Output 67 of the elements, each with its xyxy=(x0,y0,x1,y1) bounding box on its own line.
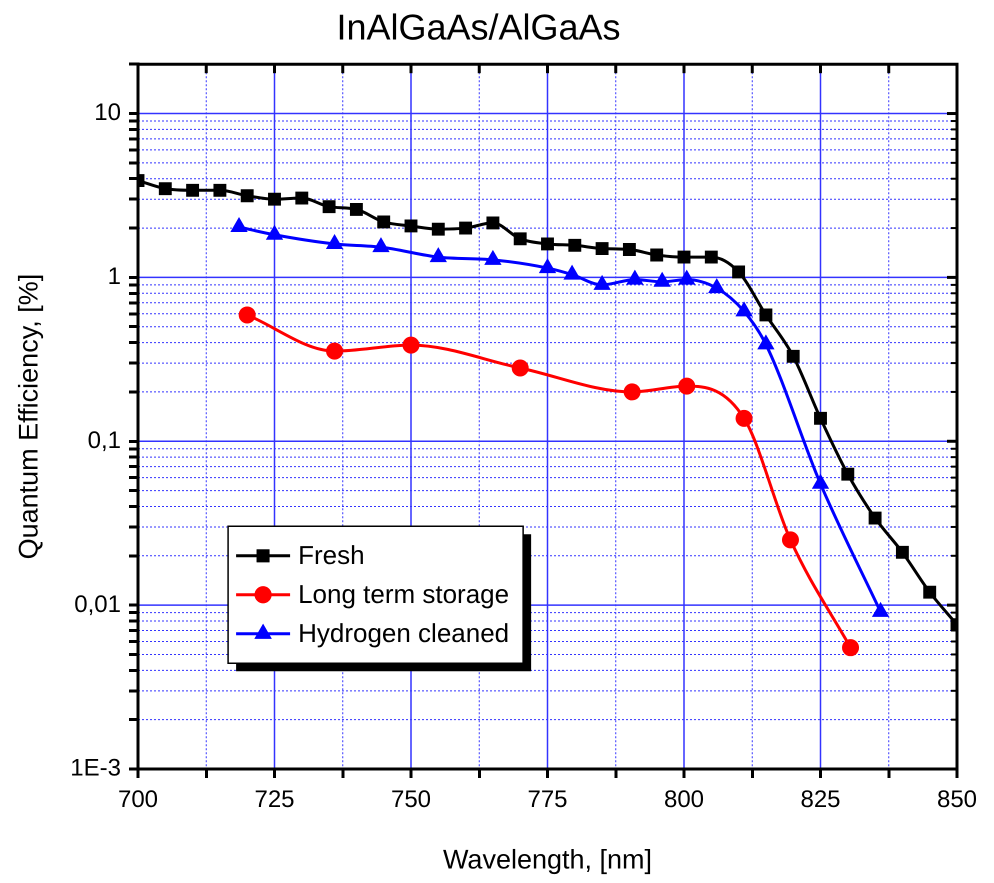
point xyxy=(704,250,718,264)
point xyxy=(568,238,582,252)
x-tick-label: 700 xyxy=(118,786,158,814)
legend-label: Fresh xyxy=(298,540,365,570)
x-tick-label: 750 xyxy=(390,786,432,814)
point xyxy=(486,216,500,230)
y-tick-label: 10 xyxy=(94,99,121,126)
point xyxy=(868,512,882,524)
x-tick-label: 850 xyxy=(936,786,978,814)
point xyxy=(650,248,664,262)
point xyxy=(627,271,642,285)
x-tick-label: 775 xyxy=(527,786,568,814)
point xyxy=(654,273,670,287)
point xyxy=(186,184,200,197)
point xyxy=(377,215,390,228)
x-tick-label: 825 xyxy=(800,786,841,814)
y-axis-title: Quantum Efficiency, [%] xyxy=(14,274,44,560)
x-tick-label: 800 xyxy=(664,786,704,814)
point xyxy=(238,306,256,324)
legend-label: Long term storage xyxy=(298,578,510,609)
y-tick-label: 0,01 xyxy=(74,590,121,618)
point xyxy=(430,248,446,262)
point xyxy=(350,202,363,216)
point xyxy=(402,336,420,354)
point xyxy=(814,412,827,425)
point xyxy=(266,226,282,240)
point xyxy=(841,468,854,481)
x-axis-title: Wavelength, [nm] xyxy=(442,844,652,874)
point xyxy=(485,251,500,265)
point xyxy=(540,260,556,274)
point xyxy=(512,359,529,376)
point xyxy=(514,232,527,246)
point xyxy=(596,242,609,255)
point xyxy=(709,280,724,294)
point xyxy=(459,222,472,235)
point xyxy=(295,192,308,204)
point xyxy=(432,222,445,236)
point xyxy=(736,410,753,427)
point xyxy=(326,342,344,360)
point xyxy=(213,184,226,197)
point xyxy=(732,265,746,278)
legend-label: Hydrogen cleaned xyxy=(298,618,510,648)
point xyxy=(240,189,254,202)
point xyxy=(679,271,694,285)
point xyxy=(923,586,936,599)
point xyxy=(842,639,860,656)
point xyxy=(541,238,554,250)
point xyxy=(268,192,281,206)
point xyxy=(678,378,696,395)
point xyxy=(404,220,418,232)
point xyxy=(564,266,580,280)
point xyxy=(678,250,690,264)
y-tick-label: 0,1 xyxy=(88,426,121,454)
point xyxy=(622,243,636,256)
point xyxy=(231,218,247,232)
point xyxy=(896,546,909,559)
point xyxy=(373,238,389,252)
point xyxy=(759,308,772,322)
point xyxy=(158,182,172,196)
point xyxy=(782,531,799,548)
chart-title: InAlGaAs/AlGaAs xyxy=(336,6,621,48)
y-tick-label: 1E-3 xyxy=(70,754,121,782)
point xyxy=(322,200,336,214)
y-tick-label: 1 xyxy=(108,263,121,290)
point xyxy=(624,383,641,400)
x-tick-label: 725 xyxy=(254,786,295,814)
point xyxy=(786,350,800,363)
